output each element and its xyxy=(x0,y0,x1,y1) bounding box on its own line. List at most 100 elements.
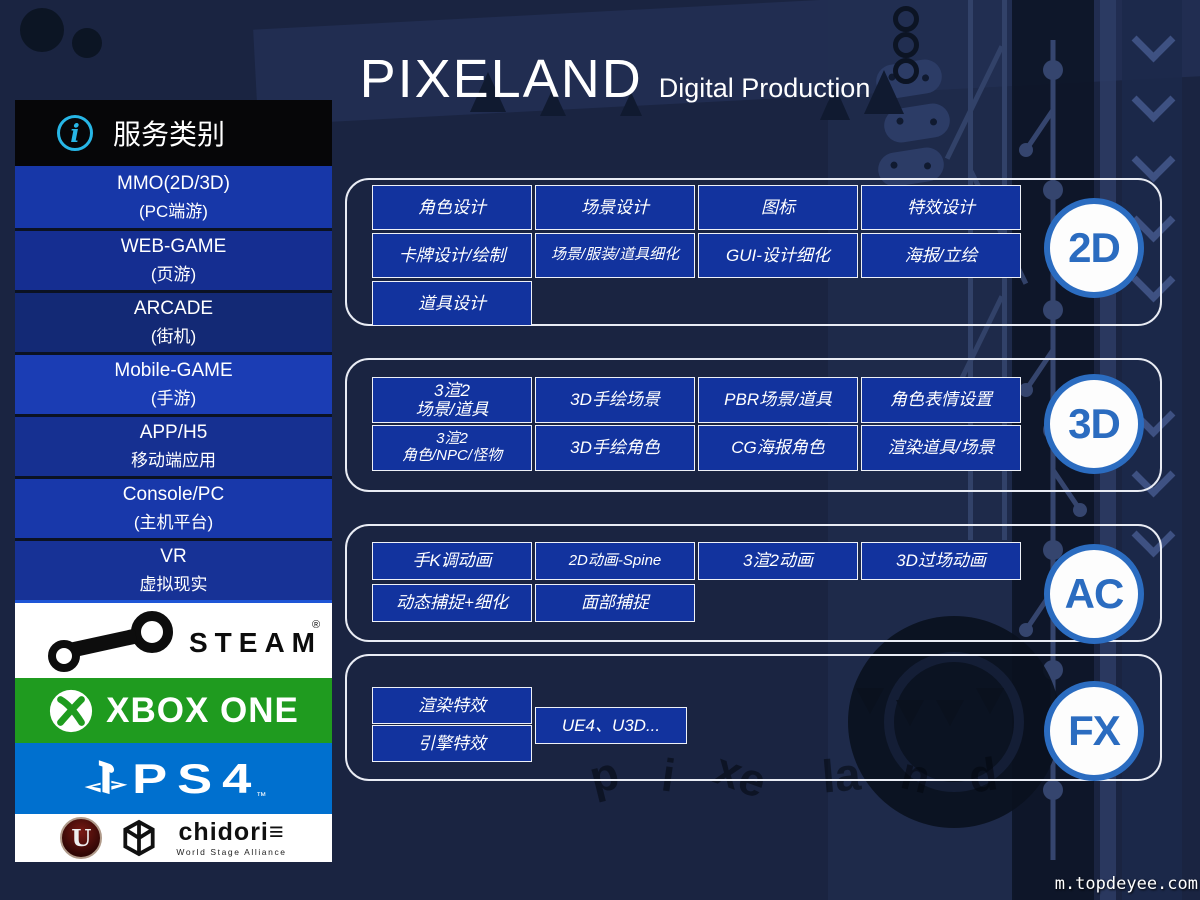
sidebar-title: 服务类别 xyxy=(113,119,226,150)
service-button[interactable]: 场景设计 xyxy=(535,185,695,230)
service-button[interactable]: 3D手绘角色 xyxy=(535,425,695,471)
service-button[interactable]: 角色表情设置 xyxy=(861,377,1021,423)
sidebar-item-line1: MMO(2D/3D) xyxy=(117,172,230,194)
sidebar-item-arcade[interactable]: ARCADE (街机) xyxy=(15,290,332,352)
badge-fx: FX xyxy=(1044,681,1144,781)
sidebar-item-line2: (街机) xyxy=(150,327,197,346)
section-fx: 渲染特效 引擎特效 UE4、U3D... FX xyxy=(345,654,1162,781)
sidebar-item-line1: WEB-GAME xyxy=(120,236,227,257)
sidebar-item-console-pc[interactable]: Console/PC (主机平台) xyxy=(15,476,332,538)
page-title: PIXELAND Digital Production xyxy=(330,48,900,110)
sidebar-item-web-game[interactable]: WEB-GAME (页游) xyxy=(15,228,332,290)
mountain-shape xyxy=(470,72,506,112)
sidebar-item-line1: VR xyxy=(160,546,187,567)
badge-3d: 3D xyxy=(1044,374,1144,474)
sidebar-item-line2: (主机平台) xyxy=(133,513,214,532)
badge-2d: 2D xyxy=(1044,198,1144,298)
sidebar-item-app-h5[interactable]: APP/H5 移动端应用 xyxy=(15,414,332,476)
xbox-one-logo: XBOX ONE xyxy=(15,678,332,743)
service-button[interactable]: 图标 xyxy=(698,185,858,230)
chidori-subtitle: World Stage Alliance xyxy=(176,846,287,857)
service-button[interactable]: 2D动画-Spine xyxy=(535,542,695,580)
sidebar-item-line1: ARCADE xyxy=(133,298,214,319)
sidebar-items: MMO(2D/3D) (PC端游) WEB-GAME (页游) ARCADE (街机) Mo… xyxy=(15,166,332,600)
service-button[interactable]: 3渲2动画 xyxy=(698,542,858,580)
ps4-wordmark: PS4 xyxy=(131,754,262,802)
circle-shape xyxy=(893,6,919,32)
sidebar-item-line1: Console/PC xyxy=(122,484,225,505)
service-button[interactable]: 手K调动画 xyxy=(372,542,532,580)
spike-shape xyxy=(976,688,1004,714)
service-button[interactable]: 渲染特效 xyxy=(372,687,532,724)
sidebar-item-line1: APP/H5 xyxy=(139,422,208,443)
sidebar-item-line1: Mobile-GAME xyxy=(114,360,233,381)
sidebar-item-vr[interactable]: VR 虚拟现实 xyxy=(15,538,332,600)
ps4-tm-mark: ™ xyxy=(256,791,267,802)
circle-shape xyxy=(893,32,919,58)
service-button[interactable]: 角色设计 xyxy=(372,185,532,230)
xbox-sphere-icon xyxy=(50,689,93,732)
corner-blob xyxy=(20,8,64,52)
service-button[interactable]: CG海报角色 xyxy=(698,425,858,471)
engine-logos: U chidori≡ World Stage Alliance xyxy=(15,814,332,862)
sidebar: i 服务类别 MMO(2D/3D) (PC端游) WEB-GAME (页游) ARCAD… xyxy=(15,100,332,862)
sidebar-item-mobile-game[interactable]: Mobile-GAME (手游) xyxy=(15,352,332,414)
service-button[interactable]: 面部捕捉 xyxy=(535,584,695,622)
service-button[interactable]: 动态捕捉+细化 xyxy=(372,584,532,622)
spike-shape xyxy=(856,688,884,714)
section-ac: 手K调动画 2D动画-Spine 3渲2动画 3D过场动画动态捕捉+细化 面部捕捉 AC xyxy=(345,524,1162,644)
service-button[interactable]: 道具设计 xyxy=(372,281,532,326)
service-button[interactable]: 海报/立绘 xyxy=(861,233,1021,278)
steam-reg-mark: ® xyxy=(312,619,320,631)
service-button[interactable]: GUI-设计细化 xyxy=(698,233,858,278)
mountain-shape xyxy=(540,88,566,116)
service-button[interactable]: PBR场景/道具 xyxy=(698,377,858,423)
info-icon: i xyxy=(57,115,93,151)
ps4-logo: PS4 ™ xyxy=(15,743,332,814)
sidebar-item-line2: 移动端应用 xyxy=(131,451,216,470)
watermark: m.topdeyee.com xyxy=(1054,874,1198,894)
service-button[interactable]: 3D手绘场景 xyxy=(535,377,695,423)
badge-ac: AC xyxy=(1044,544,1144,644)
brand-name: PIXELAND xyxy=(359,49,643,109)
steam-icon: STEAM ® xyxy=(47,610,322,672)
info-icon-glyph: i xyxy=(70,118,80,148)
gear-ring xyxy=(884,652,1024,792)
service-button[interactable]: 3渲2 场景/道具 xyxy=(372,377,532,423)
spike-shape xyxy=(936,700,964,726)
steam-logo: STEAM ® xyxy=(15,603,332,678)
sidebar-divider xyxy=(15,600,332,603)
sidebar-item-line2: 虚拟现实 xyxy=(139,575,208,594)
chidori-logo: chidori≡ World Stage Alliance xyxy=(176,817,287,857)
mountain-shape xyxy=(864,70,904,114)
spike-shape xyxy=(896,700,924,726)
unreal-letter: U xyxy=(71,824,92,852)
service-button[interactable]: 卡牌设计/绘制 xyxy=(372,233,532,278)
service-button[interactable]: 引擎特效 xyxy=(372,725,532,762)
xbox-wordmark: XBOX ONE xyxy=(106,690,299,730)
mountain-shape xyxy=(620,92,642,116)
sidebar-item-line2: (手游) xyxy=(150,389,197,408)
service-button[interactable]: 渲染道具/场景 xyxy=(861,425,1021,471)
sidebar-header: i 服务类别 xyxy=(15,100,332,166)
chidori-wordmark: chidori xyxy=(178,817,269,846)
section-3d: 3渲2 场景/道具 3D手绘场景 PBR场景/道具 角色表情设置 3渲2 角色/NPC/… xyxy=(345,358,1162,492)
sidebar-item-line2: (PC端游) xyxy=(139,201,208,221)
service-button-engines[interactable]: UE4、U3D... xyxy=(535,707,687,744)
service-button[interactable]: 3渲2 角色/NPC/怪物 xyxy=(372,425,532,471)
steam-wordmark: STEAM xyxy=(189,627,322,658)
service-button[interactable]: 特效设计 xyxy=(861,185,1021,230)
chidori-mark: ≡ xyxy=(268,817,285,846)
service-button[interactable]: 3D过场动画 xyxy=(861,542,1021,580)
playstation-icon xyxy=(84,759,128,794)
service-button[interactable]: 场景/服装/道具细化 xyxy=(535,233,695,278)
sidebar-item-line2: (页游) xyxy=(150,265,197,284)
section-2d: 角色设计 场景设计 图标 特效设计卡牌设计/绘制 场景/服装/道具细化 GUI-设计细化海… xyxy=(345,178,1162,326)
brand-tagline: Digital Production xyxy=(658,73,871,103)
corner-blob xyxy=(72,28,102,58)
sidebar-item-mmo-pc[interactable]: MMO(2D/3D) (PC端游) xyxy=(15,166,332,228)
unity-icon xyxy=(123,819,155,857)
mountain-shape xyxy=(820,86,850,120)
services-panel: 角色设计 场景设计 图标 特效设计卡牌设计/绘制 场景/服装/道具细化 GUI-设计细化海… xyxy=(345,0,1200,900)
